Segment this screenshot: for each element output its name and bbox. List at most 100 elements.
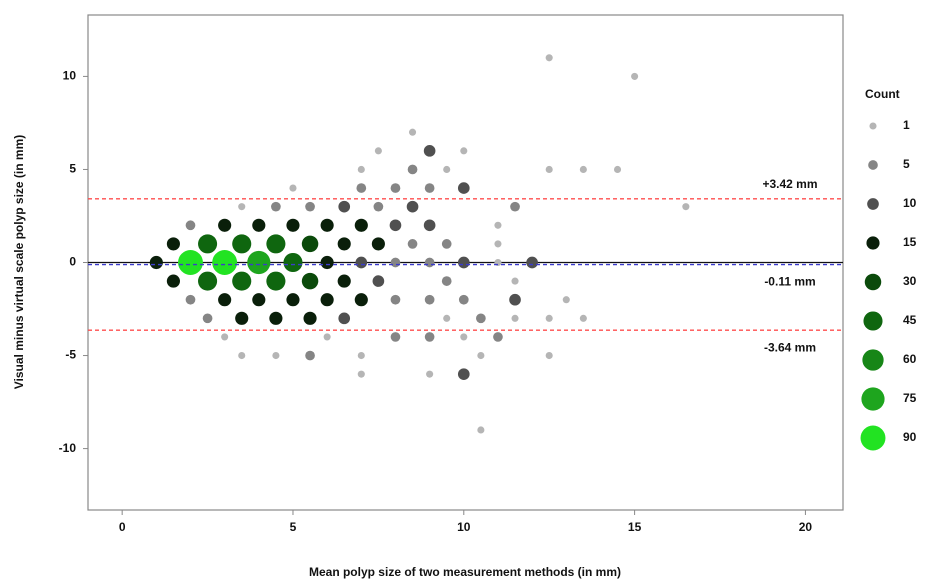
bubble xyxy=(301,272,319,290)
y-tick-label: 5 xyxy=(69,162,76,176)
legend-label: 10 xyxy=(903,196,917,210)
reference-label: -0.11 mm xyxy=(764,275,815,289)
bubble xyxy=(374,147,382,155)
bubble xyxy=(441,239,452,249)
legend-swatch xyxy=(862,349,884,371)
y-tick-label: 10 xyxy=(63,69,77,83)
bubble xyxy=(441,276,452,286)
bubble xyxy=(562,296,570,304)
bubble xyxy=(283,252,303,273)
bubble xyxy=(320,255,334,270)
legend-title: Count xyxy=(865,87,900,101)
bubble xyxy=(477,351,485,360)
bubble xyxy=(354,293,368,307)
bubble xyxy=(323,333,331,341)
bubble xyxy=(266,271,286,291)
bubble xyxy=(545,351,553,360)
bubble xyxy=(682,203,690,211)
legend-swatch xyxy=(864,273,882,291)
bubble xyxy=(509,293,521,306)
bubble xyxy=(305,350,315,361)
bubble xyxy=(166,274,180,288)
bubble xyxy=(511,277,519,285)
legend-label: 60 xyxy=(903,352,917,366)
x-tick-label: 20 xyxy=(799,520,813,534)
bubble xyxy=(320,218,334,232)
bubble xyxy=(460,333,468,341)
bubble xyxy=(272,351,280,360)
bubble xyxy=(443,314,451,322)
legend-swatch xyxy=(868,160,878,170)
bubble xyxy=(286,218,300,232)
bubble xyxy=(301,235,319,253)
bubble xyxy=(408,128,417,136)
bubble xyxy=(238,351,246,360)
bubble xyxy=(511,314,519,322)
bubble xyxy=(477,426,485,434)
y-axis-label: Visual minus virtual scale polyp size (i… xyxy=(12,135,26,390)
y-tick-label: -10 xyxy=(59,441,77,455)
bubble xyxy=(149,255,163,270)
bubble xyxy=(198,271,218,291)
bubble xyxy=(424,332,435,342)
legend-label: 90 xyxy=(903,430,917,444)
bubble xyxy=(613,165,622,174)
bubble xyxy=(493,332,503,342)
legend-swatch xyxy=(866,236,880,250)
bubble xyxy=(545,314,553,322)
legend-swatch xyxy=(860,425,886,451)
bubble xyxy=(232,234,252,254)
bubble xyxy=(424,294,435,305)
x-tick-label: 10 xyxy=(457,520,471,534)
bubble xyxy=(371,237,385,251)
legend-swatch xyxy=(867,198,879,210)
bubble xyxy=(289,184,297,192)
bubble xyxy=(526,256,538,269)
bubble xyxy=(303,311,317,325)
legend-label: 30 xyxy=(903,274,917,288)
bubble xyxy=(202,313,213,324)
bubble xyxy=(631,72,639,80)
bubble xyxy=(166,237,180,251)
bubble xyxy=(494,221,502,229)
bubble xyxy=(457,368,470,380)
bubble xyxy=(271,201,281,212)
bubble xyxy=(443,165,451,174)
legend-label: 75 xyxy=(903,391,917,405)
bubble xyxy=(457,256,470,269)
x-axis-label: Mean polyp size of two measurement metho… xyxy=(309,565,621,579)
bubble xyxy=(218,293,232,307)
bubble xyxy=(357,351,365,360)
reference-label: +3.42 mm xyxy=(762,177,817,191)
bubble xyxy=(390,332,401,342)
y-tick-label: -5 xyxy=(65,348,76,362)
bubble xyxy=(460,147,468,155)
bubble xyxy=(305,201,315,212)
bubble xyxy=(390,294,401,305)
x-tick-label: 15 xyxy=(628,520,642,534)
bubble xyxy=(458,294,469,305)
bubble xyxy=(355,256,368,269)
bubble xyxy=(406,200,419,213)
bubble xyxy=(476,313,486,324)
bubble xyxy=(579,314,587,322)
bubble xyxy=(218,218,232,232)
bubble xyxy=(232,271,252,291)
bubble xyxy=(338,200,351,213)
bubble xyxy=(373,201,384,212)
bubble xyxy=(178,250,203,275)
bubble xyxy=(423,219,436,232)
bubble xyxy=(320,293,334,307)
bubble xyxy=(354,218,368,232)
bubble xyxy=(269,311,283,325)
legend-swatch xyxy=(863,311,883,331)
bubble xyxy=(252,218,266,232)
bubble xyxy=(185,294,196,305)
reference-label: -3.64 mm xyxy=(764,340,816,354)
bubble xyxy=(407,164,418,175)
bubble xyxy=(356,183,367,193)
bubble xyxy=(389,219,402,232)
bubble xyxy=(426,370,434,378)
bubble xyxy=(579,165,587,174)
